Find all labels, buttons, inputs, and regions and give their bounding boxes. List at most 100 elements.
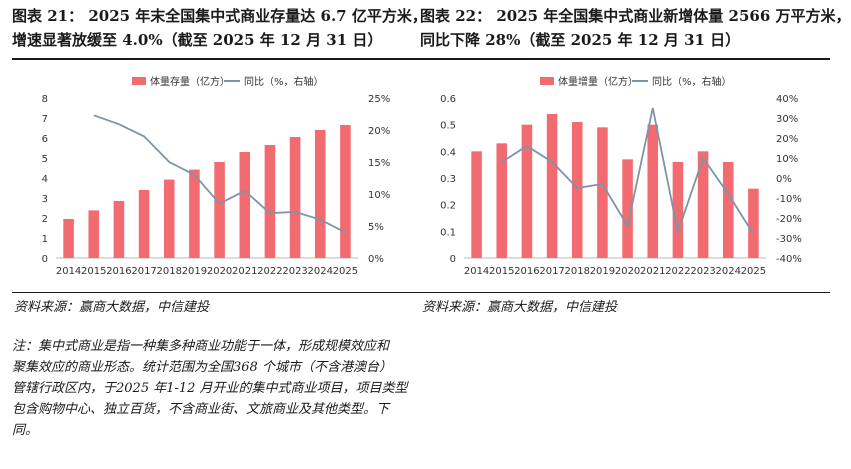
bar	[748, 188, 759, 258]
x-tick-label: 2023	[690, 266, 715, 277]
x-tick-label: 2016	[514, 266, 539, 277]
x-tick-label: 2019	[590, 266, 615, 277]
legend-label-line: 同比（%，右轴）	[652, 75, 732, 88]
y-right-tick-label: 10%	[368, 190, 390, 201]
y-left-tick-label: 2	[42, 214, 48, 225]
y-left-tick-label: 1	[42, 234, 48, 245]
legend-swatch-bar	[540, 77, 554, 85]
y-left-tick-label: 8	[42, 94, 48, 105]
y-left-tick-label: 7	[42, 114, 48, 125]
x-tick-label: 2015	[81, 266, 106, 277]
bar	[314, 130, 326, 258]
y-right-tick-label: 5%	[368, 222, 384, 233]
y-left-tick-label: 0	[450, 254, 456, 265]
x-tick-label: 2025	[333, 266, 358, 277]
y-left-tick-label: 4	[42, 174, 48, 185]
left-bottom-rule	[12, 292, 422, 293]
x-tick-label: 2021	[640, 266, 665, 277]
x-tick-label: 2025	[741, 266, 766, 277]
x-tick-label: 2024	[716, 266, 741, 277]
x-tick-label: 2014	[56, 266, 81, 277]
y-left-tick-label: 0.3	[440, 174, 456, 185]
y-right-tick-label: 10%	[776, 154, 798, 165]
x-tick-label: 2024	[308, 266, 333, 277]
x-tick-label: 2021	[232, 266, 257, 277]
bar	[521, 124, 533, 258]
y-right-tick-label: -30%	[776, 234, 802, 245]
legend-swatch-bar	[132, 77, 146, 85]
x-tick-label: 2019	[182, 266, 207, 277]
right-source: 资料来源：赢商大数据，中信建投	[422, 300, 618, 315]
y-left-tick-label: 5	[42, 154, 48, 165]
left-top-rule	[12, 58, 422, 60]
bar	[597, 127, 608, 258]
x-tick-label: 2018	[565, 266, 590, 277]
bar	[471, 151, 482, 258]
y-left-tick-label: 0.4	[440, 147, 456, 158]
x-tick-label: 2014	[464, 266, 489, 277]
x-tick-label: 2020	[207, 266, 232, 277]
x-tick-label: 2015	[489, 266, 514, 277]
x-tick-label: 2023	[282, 266, 307, 277]
y-right-tick-label: 0%	[776, 174, 792, 185]
y-right-tick-label: 15%	[368, 158, 390, 169]
left-chart-panel: 图表 21： 2025 年末全国集中式商业存量达 6.7 亿平方米， 增速显著放…	[12, 0, 427, 315]
bar	[672, 162, 684, 258]
y-right-tick-label: -20%	[776, 214, 802, 225]
legend-label-line: 同比（%，右轴）	[244, 75, 324, 88]
bar	[163, 179, 175, 258]
y-right-tick-label: 40%	[776, 94, 798, 105]
x-tick-label: 2017	[131, 266, 156, 277]
bar	[496, 143, 508, 258]
bar	[264, 145, 276, 258]
right-top-rule	[420, 58, 830, 60]
left-chart-title: 图表 21： 2025 年末全国集中式商业存量达 6.7 亿平方米， 增速显著放…	[12, 4, 427, 54]
right-title-line2: 同比下降 28%（截至 2025 年 12 月 31 日）	[420, 31, 741, 49]
x-tick-label: 2022	[665, 266, 690, 277]
y-right-tick-label: 30%	[776, 114, 798, 125]
bar	[239, 152, 251, 258]
bar	[571, 122, 583, 258]
footnote: 注：集中式商业是指一种集多种商业功能于一体，形成规模效应和 聚集效应的商业形态。…	[12, 339, 408, 438]
y-left-tick-label: 0	[42, 254, 48, 265]
legend-label-bar: 体量增量（亿方）	[558, 75, 638, 88]
y-left-tick-label: 0.1	[440, 227, 456, 238]
bar	[289, 137, 301, 258]
y-right-tick-label: 0%	[368, 254, 384, 265]
y-left-tick-label: 3	[42, 194, 48, 205]
chart-legend: 体量存量（亿方） 同比（%，右轴）	[132, 75, 324, 88]
bar	[189, 169, 200, 258]
bar	[722, 162, 734, 258]
left-source: 资料来源：赢商大数据，中信建投	[14, 300, 210, 315]
y-right-tick-label: 25%	[368, 94, 390, 105]
y-left-tick-label: 0.2	[440, 201, 456, 212]
bar	[138, 190, 150, 258]
x-tick-label: 2018	[157, 266, 182, 277]
y-right-tick-label: 20%	[368, 126, 390, 137]
bar	[697, 151, 709, 258]
x-tick-label: 2017	[539, 266, 564, 277]
y-right-tick-label: -40%	[776, 254, 802, 265]
x-tick-label: 2022	[257, 266, 282, 277]
y-left-tick-label: 0.5	[440, 121, 456, 132]
legend-label-bar: 体量存量（亿方）	[150, 75, 230, 88]
bar	[214, 162, 225, 258]
bar	[63, 219, 74, 258]
bar	[113, 201, 125, 258]
y-left-tick-label: 0.6	[440, 94, 456, 105]
x-tick-label: 2020	[615, 266, 640, 277]
right-title-line1: 图表 22： 2025 年全国集中式商业新增体量 2566 万平方米，	[420, 7, 851, 25]
series-line-yoy	[93, 114, 346, 234]
left-chart: 体量存量（亿方） 同比（%，右轴） 0 1 2 3 4 5 6 7 8 0% 5% 10% 15% 20% 25…	[42, 75, 391, 277]
bar	[622, 159, 633, 258]
right-chart-panel: 图表 22： 2025 年全国集中式商业新增体量 2566 万平方米， 同比下降…	[420, 0, 851, 315]
y-right-tick-label: -10%	[776, 194, 802, 205]
right-bottom-rule	[420, 292, 830, 293]
chart-legend: 体量增量（亿方） 同比（%，右轴）	[540, 75, 732, 88]
bar	[647, 124, 659, 258]
left-title-line1: 图表 21： 2025 年末全国集中式商业存量达 6.7 亿平方米，	[12, 7, 427, 25]
bar	[546, 114, 558, 258]
right-chart-title: 图表 22： 2025 年全国集中式商业新增体量 2566 万平方米， 同比下降…	[420, 4, 851, 54]
left-title-line2: 增速显著放缓至 4.0%（截至 2025 年 12 月 31 日）	[12, 31, 383, 49]
bar	[88, 210, 100, 258]
